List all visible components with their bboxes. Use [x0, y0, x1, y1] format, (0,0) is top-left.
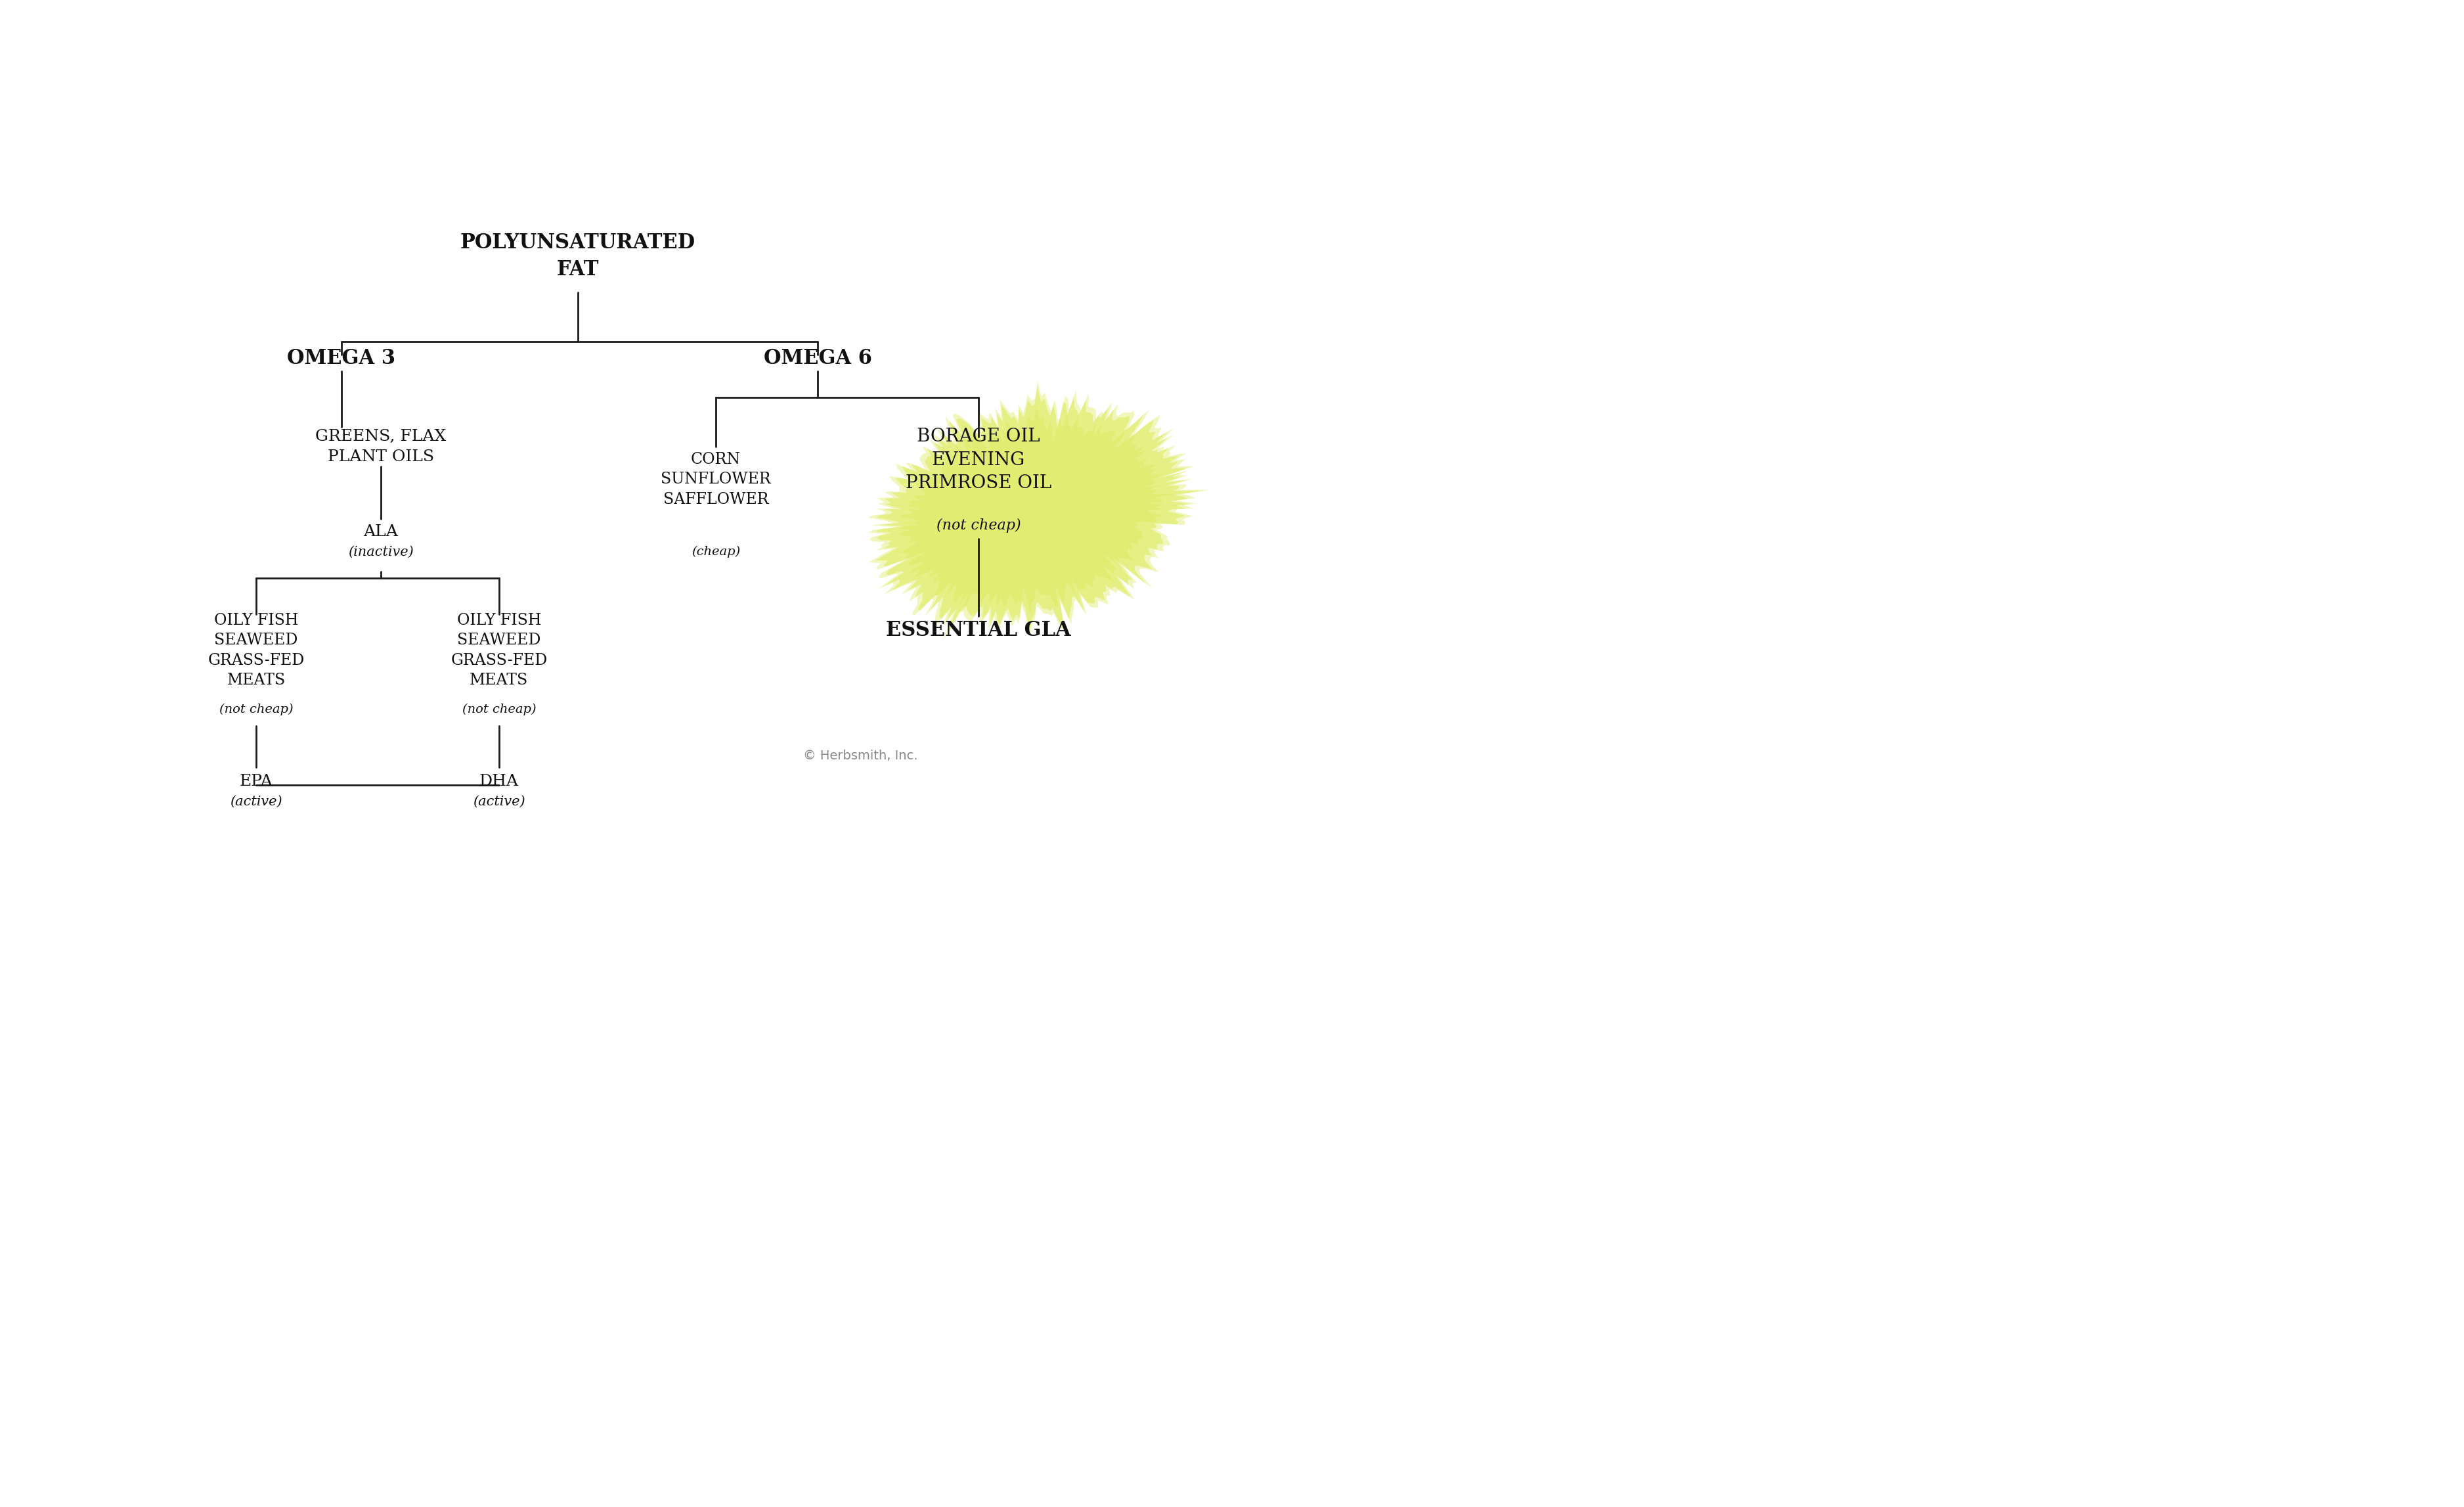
- Text: EPA: EPA: [239, 775, 274, 790]
- Text: (cheap): (cheap): [692, 546, 739, 558]
- Text: ALA: ALA: [365, 524, 399, 540]
- Text: (not cheap): (not cheap): [219, 704, 293, 716]
- Polygon shape: [875, 387, 1202, 634]
- Text: CORN
SUNFLOWER
SAFFLOWER: CORN SUNFLOWER SAFFLOWER: [660, 452, 771, 506]
- Text: OMEGA 6: OMEGA 6: [764, 348, 872, 368]
- Text: (active): (active): [229, 796, 283, 808]
- Text: OMEGA 3: OMEGA 3: [288, 348, 397, 368]
- Text: OILY FISH
SEAWEED
GRASS-FED
MEATS: OILY FISH SEAWEED GRASS-FED MEATS: [207, 613, 306, 687]
- Text: ESSENTIAL GLA: ESSENTIAL GLA: [887, 621, 1072, 640]
- Text: (active): (active): [473, 796, 525, 808]
- Text: DHA: DHA: [480, 775, 520, 790]
- Text: (not cheap): (not cheap): [936, 518, 1020, 533]
- Text: (inactive): (inactive): [347, 546, 414, 558]
- Text: GREENS, FLAX
PLANT OILS: GREENS, FLAX PLANT OILS: [315, 429, 446, 464]
- Polygon shape: [899, 405, 1175, 616]
- Text: OILY FISH
SEAWEED
GRASS-FED
MEATS: OILY FISH SEAWEED GRASS-FED MEATS: [451, 613, 547, 687]
- Polygon shape: [867, 381, 1210, 640]
- Text: BORAGE OIL
EVENING
PRIMROSE OIL: BORAGE OIL EVENING PRIMROSE OIL: [907, 428, 1052, 491]
- Text: © Herbsmith, Inc.: © Herbsmith, Inc.: [803, 749, 917, 761]
- Text: POLYUNSATURATED
FAT: POLYUNSATURATED FAT: [461, 232, 695, 280]
- Text: (not cheap): (not cheap): [463, 704, 537, 716]
